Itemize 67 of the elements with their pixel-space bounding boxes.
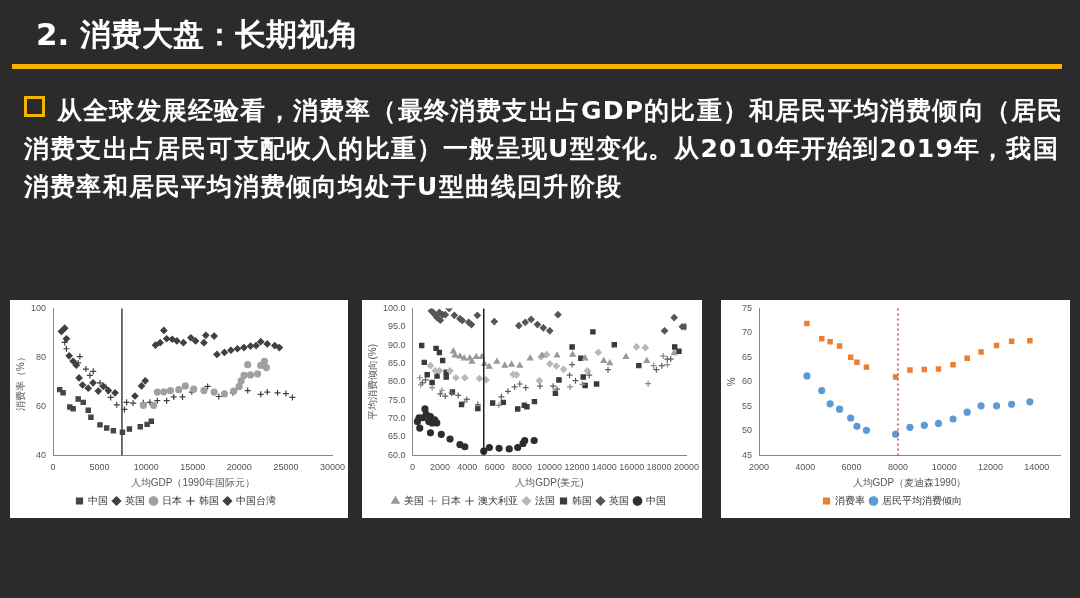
y-tick-label: 95.0	[387, 321, 406, 332]
x-tick-label: 10000	[133, 462, 159, 473]
x-tick-label: 14000	[1024, 462, 1050, 473]
legend-label: 消费率	[834, 494, 865, 506]
chart-title: 2. 消费大盘：长期视角	[36, 15, 360, 54]
x-axis-title: 人均GDP(美元)	[515, 476, 584, 488]
legend-label: 日本	[161, 494, 182, 506]
y-axis-title: 消费率（%）	[14, 352, 26, 412]
y-tick-label: 100.0	[382, 302, 406, 313]
x-tick-label: 4000	[795, 462, 816, 473]
legend-label: 居民平均消费倾向	[881, 494, 962, 506]
y-tick-label: 55	[742, 400, 753, 411]
x-tick-label: 0	[410, 462, 416, 473]
x-tick-label: 5000	[89, 462, 110, 473]
y-tick-label: 100	[30, 302, 47, 313]
x-tick-label: 16000	[619, 462, 645, 473]
y-tick-label: 90.0	[387, 339, 406, 350]
x-tick-label: 20000	[226, 462, 252, 473]
text: 从全球发展经验看，消费率（最终消费支出占GDP的比重）和居民平均消费倾向（居民消费支出占居民可支配收入的比重）一般呈现U型变化。从2010年开始到2019年，我国消费率和居民平均消费倾向均处于U型曲线回升阶段	[24, 96, 1064, 201]
x-tick-label: 20000	[673, 462, 699, 473]
x-tick-label: 6000	[841, 462, 862, 473]
legend-label: 日本	[440, 494, 461, 506]
y-tick-label: 60.0	[387, 449, 406, 460]
legend-label: 澳大利亚	[477, 494, 518, 506]
y-tick-label: 50	[742, 425, 753, 436]
x-tick-label: 12000	[564, 462, 590, 473]
legend-label: 韩国	[571, 494, 592, 506]
x-tick-label: 30000	[319, 462, 345, 473]
x-tick-label: 0	[50, 462, 56, 473]
y-tick-label: 75.0	[387, 394, 406, 405]
x-tick-label: 8000	[887, 462, 908, 473]
legend-label: 美国	[403, 494, 424, 506]
y-tick-label: 45	[742, 449, 753, 460]
y-tick-label: 40	[36, 449, 47, 460]
y-axis-title: 平均消费倾向(%)	[366, 344, 378, 420]
legend-label: 中国台湾	[235, 494, 276, 506]
x-tick-label: 8000	[512, 462, 533, 473]
x-axis-title: 人均GDP（麦迪森1990）	[852, 476, 967, 488]
x-tick-label: 6000	[484, 462, 505, 473]
legend-label: 英国	[608, 494, 629, 506]
x-tick-label: 14000	[591, 462, 617, 473]
legend-label: 韩国	[198, 494, 219, 506]
y-tick-label: 70	[742, 327, 753, 338]
y-tick-label: 65.0	[387, 431, 406, 442]
x-tick-label: 15000	[180, 462, 206, 473]
x-tick-label: 12000	[978, 462, 1004, 473]
x-tick-label: 18000	[646, 462, 672, 473]
legend-label: 中国	[87, 494, 108, 506]
y-tick-label: 65	[742, 351, 753, 362]
legend-label: 中国	[645, 494, 666, 506]
legend-label: 法国	[534, 494, 555, 506]
y-tick-label: 70.0	[387, 412, 406, 423]
x-tick-label: 10000	[536, 462, 563, 473]
y-tick-label: 75	[742, 302, 753, 313]
x-axis-title: 人均GDP（1990年国际元）	[130, 476, 255, 488]
x-tick-label: 25000	[273, 462, 299, 473]
y-tick-label: 85.0	[387, 357, 406, 368]
y-axis-title: %	[725, 377, 737, 387]
y-tick-label: 60	[36, 400, 47, 411]
legend-label: 英国	[124, 494, 145, 506]
y-tick-label: 80.0	[387, 376, 406, 387]
x-tick-label: 2000	[749, 462, 770, 473]
x-tick-label: 10000	[931, 462, 957, 473]
y-tick-label: 80	[36, 351, 47, 362]
x-tick-label: 4000	[457, 462, 478, 473]
x-tick-label: 2000	[429, 462, 450, 473]
y-tick-label: 60	[742, 376, 753, 387]
